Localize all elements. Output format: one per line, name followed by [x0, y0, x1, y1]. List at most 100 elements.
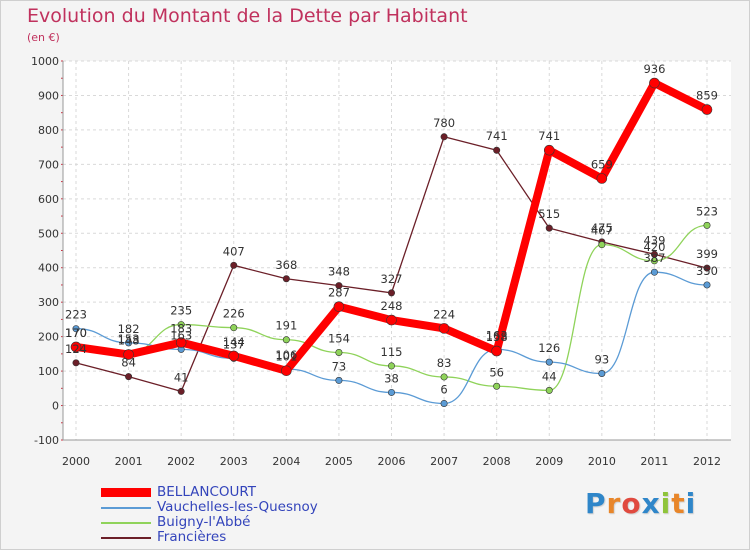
- logo-letter: x: [641, 487, 661, 520]
- legend-item: Buigny-l'Abbé: [101, 514, 361, 530]
- series-point-3: [125, 373, 133, 381]
- label-layer: 1701481831441012872482241587416599368592…: [65, 62, 718, 396]
- logo-letter: r: [606, 487, 622, 520]
- legend-label: Buigny-l'Abbé: [157, 514, 251, 530]
- series-point-2: [335, 348, 343, 356]
- series-point-3: [387, 289, 395, 297]
- x-tick-label: 2011: [640, 455, 668, 468]
- series-point-2: [387, 362, 395, 370]
- data-label: 327: [381, 272, 403, 286]
- series-layer: [70, 77, 713, 407]
- x-tick-label: 2003: [220, 455, 248, 468]
- series-point-0: [123, 349, 134, 360]
- series-point-2: [650, 257, 658, 265]
- series-point-3: [72, 359, 80, 367]
- series-point-2: [440, 373, 448, 381]
- series-point-0: [491, 345, 502, 357]
- series-point-1: [598, 370, 606, 378]
- series-point-1: [545, 358, 553, 366]
- series-point-1: [125, 339, 133, 347]
- series-point-3: [335, 282, 343, 290]
- data-label: 235: [170, 304, 192, 318]
- series-point-3: [545, 224, 553, 232]
- logo-letter: i: [685, 487, 697, 520]
- x-tick-label: 2007: [430, 455, 458, 468]
- series-point-1: [440, 399, 448, 407]
- legend-label: Francières: [157, 529, 227, 545]
- y-tick-label: 100: [38, 365, 59, 378]
- logo-letter: o: [621, 487, 642, 520]
- data-label: 170: [65, 326, 87, 340]
- y-tick-label: 400: [38, 262, 59, 275]
- logo-letter: t: [671, 487, 686, 520]
- series-point-3: [282, 275, 290, 283]
- x-tick-label: 2008: [483, 455, 511, 468]
- x-tick-label: 2012: [693, 455, 721, 468]
- data-label: 183: [170, 321, 192, 335]
- series-point-1: [335, 376, 343, 384]
- series-point-0: [596, 173, 608, 184]
- y-tick-label: 800: [38, 124, 59, 137]
- y-tick-label: -100: [34, 434, 59, 447]
- data-label: 153: [118, 332, 140, 346]
- data-label: 93: [595, 353, 610, 367]
- x-tick-label: 2009: [535, 455, 563, 468]
- series-point-2: [598, 241, 606, 249]
- chart-subtitle: (en €): [27, 31, 60, 44]
- data-label: 741: [538, 129, 560, 143]
- series-point-0: [438, 323, 450, 334]
- legend-swatch: [101, 488, 151, 497]
- plot-background: [63, 61, 731, 440]
- data-label: 124: [65, 342, 87, 356]
- data-label: 38: [384, 371, 399, 385]
- data-label: 137: [223, 337, 245, 351]
- data-label: 399: [696, 247, 718, 261]
- legend-label: Vauchelles-les-Quesnoy: [157, 499, 318, 515]
- data-label: 73: [332, 359, 347, 373]
- series-point-1: [703, 281, 711, 289]
- data-label: 106: [275, 348, 297, 362]
- y-tick-label: 700: [38, 158, 59, 171]
- data-label: 84: [121, 356, 136, 370]
- data-label: 163: [486, 328, 508, 342]
- data-label: 368: [275, 258, 297, 272]
- data-label: 226: [223, 307, 245, 321]
- legend-item: BELLANCOURT: [101, 484, 361, 500]
- data-label: 741: [486, 129, 508, 143]
- series-point-1: [387, 388, 395, 396]
- data-label: 224: [433, 307, 455, 321]
- data-label: 659: [591, 157, 613, 171]
- series-point-1: [650, 268, 658, 276]
- series-point-0: [649, 77, 660, 89]
- data-label: 158: [486, 330, 508, 344]
- y-tick-label: 300: [38, 296, 59, 309]
- data-label: 41: [174, 370, 189, 384]
- legend-item: Vauchelles-les-Quesnoy: [101, 499, 361, 515]
- series-point-2: [545, 386, 553, 394]
- series-point-3: [493, 146, 501, 154]
- series-point-0: [281, 365, 292, 377]
- data-label: 523: [696, 204, 718, 218]
- data-label: 439: [643, 233, 665, 247]
- data-label: 936: [643, 62, 665, 76]
- data-label: 859: [696, 89, 718, 103]
- axis-layer: -100 0 100 200 300 400 500 600 700 800 900 1000 2000…: [31, 55, 731, 468]
- data-label: 182: [118, 322, 140, 336]
- x-tick-label: 2005: [325, 455, 353, 468]
- data-label: 115: [381, 345, 403, 359]
- series-point-3: [703, 264, 711, 272]
- proxiti-logo: Proxiti: [585, 487, 696, 520]
- data-label: 475: [591, 221, 613, 235]
- data-label: 287: [328, 286, 350, 300]
- legend: BELLANCOURT Vauchelles-les-Quesnoy Buigny-…: [101, 484, 361, 545]
- data-label: 223: [65, 308, 87, 322]
- data-label: 387: [643, 251, 665, 265]
- data-label: 191: [275, 319, 297, 333]
- x-tick-label: 2002: [167, 455, 195, 468]
- series-point-2: [177, 321, 185, 329]
- grid-layer: [63, 60, 731, 441]
- series-point-0: [701, 104, 713, 115]
- series-point-3: [177, 387, 185, 395]
- data-label: 44: [542, 369, 557, 383]
- series-point-0: [386, 314, 397, 326]
